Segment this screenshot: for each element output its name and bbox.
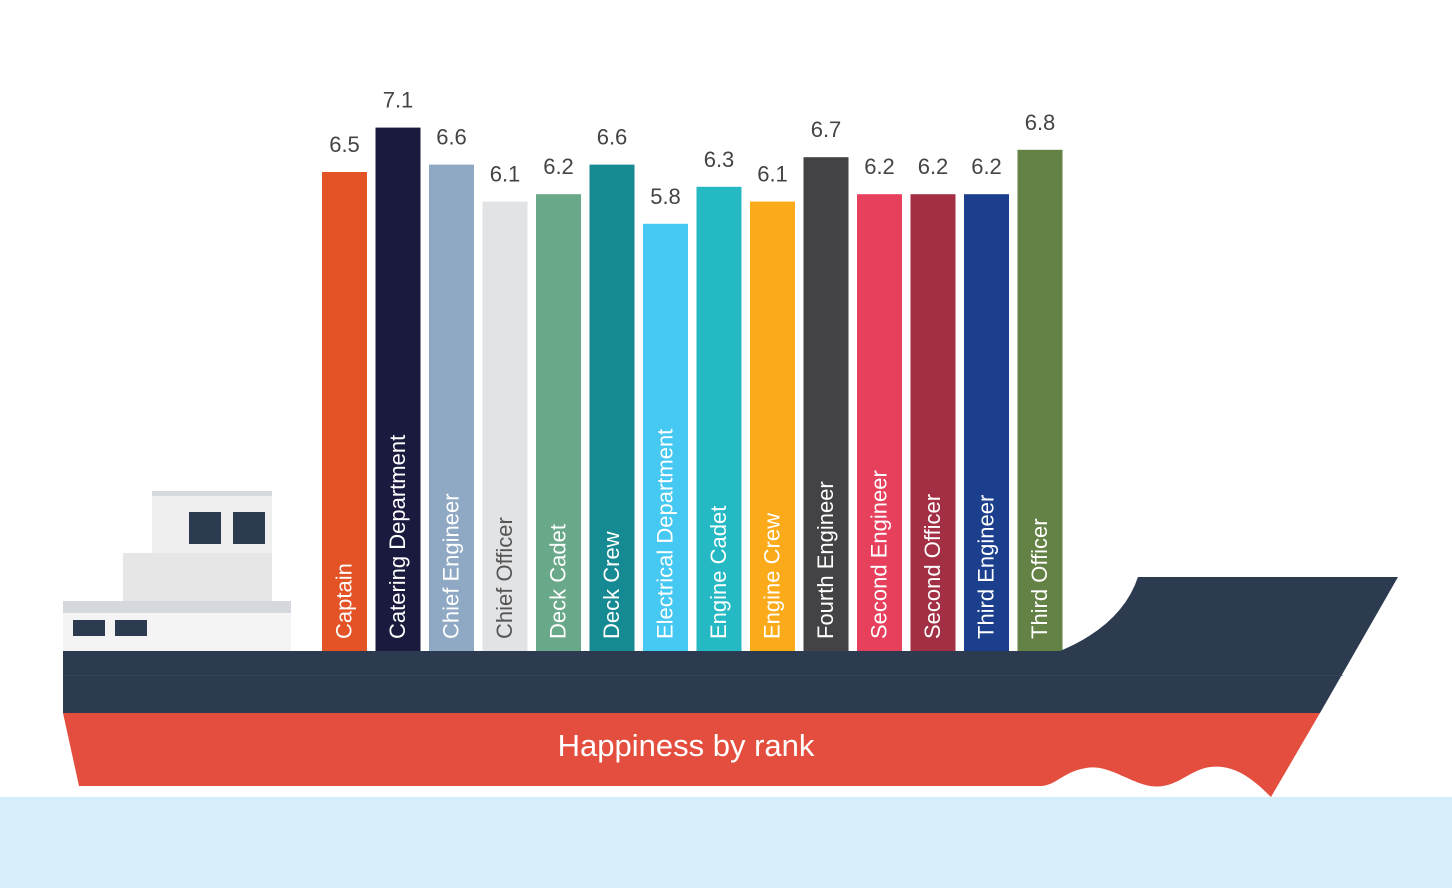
value-label: 6.8 bbox=[1025, 110, 1056, 135]
cabin-window bbox=[115, 620, 147, 636]
chart-title: Happiness by rank bbox=[558, 728, 815, 763]
value-label: 6.1 bbox=[757, 162, 788, 187]
bar bbox=[482, 201, 528, 651]
ship-hull bbox=[63, 577, 1398, 797]
water bbox=[0, 797, 1452, 888]
category-label: Third Engineer bbox=[974, 495, 999, 639]
category-label: Third Officer bbox=[1027, 518, 1052, 639]
cabin-window bbox=[233, 512, 265, 544]
bar bbox=[429, 164, 474, 651]
value-label: 6.5 bbox=[329, 132, 360, 157]
bar bbox=[375, 127, 421, 652]
value-label: 6.2 bbox=[864, 154, 895, 179]
ship-cabin bbox=[63, 491, 291, 653]
hull-red-band bbox=[63, 713, 1320, 797]
category-label: Chief Officer bbox=[492, 517, 517, 639]
bar bbox=[322, 172, 367, 651]
category-label: Engine Cadet bbox=[706, 506, 731, 639]
value-label: 6.6 bbox=[597, 125, 628, 150]
cabin-roof-trim bbox=[152, 491, 272, 496]
cabin-deck-trim bbox=[63, 601, 291, 613]
bars: 6.5 Captain 7.1 Catering Department 6.6 Chief… bbox=[322, 88, 1063, 652]
bar bbox=[589, 164, 635, 651]
category-label: Chief Engineer bbox=[439, 493, 464, 639]
category-label: Second Officer bbox=[920, 494, 945, 639]
value-label: 6.2 bbox=[918, 154, 949, 179]
bar bbox=[536, 194, 581, 651]
category-label: Engine Crew bbox=[760, 513, 785, 639]
bar bbox=[803, 157, 849, 651]
category-label: Captain bbox=[332, 563, 357, 639]
value-label: 6.2 bbox=[543, 154, 574, 179]
category-label: Deck Crew bbox=[599, 531, 624, 639]
value-label: 6.6 bbox=[436, 125, 467, 150]
cabin-window bbox=[189, 512, 221, 544]
bar bbox=[1017, 149, 1063, 652]
category-label: Catering Department bbox=[385, 435, 410, 639]
bar bbox=[857, 194, 902, 651]
bar bbox=[964, 194, 1009, 651]
hull-stripe bbox=[63, 675, 1343, 676]
value-label: 5.8 bbox=[650, 184, 681, 209]
category-label: Second Engineer bbox=[867, 470, 892, 639]
category-label: Electrical Department bbox=[653, 429, 678, 639]
value-label: 6.3 bbox=[704, 147, 735, 172]
value-label: 6.1 bbox=[490, 162, 521, 187]
bar bbox=[910, 194, 956, 651]
bar bbox=[750, 201, 795, 651]
cabin-window bbox=[73, 620, 105, 636]
value-label: 6.2 bbox=[971, 154, 1002, 179]
value-label: 7.1 bbox=[383, 88, 414, 113]
category-label: Fourth Engineer bbox=[813, 481, 838, 639]
hull-dark-band bbox=[63, 577, 1398, 713]
value-label: 6.7 bbox=[811, 117, 842, 142]
category-label: Deck Cadet bbox=[546, 524, 571, 639]
bar bbox=[643, 223, 688, 652]
bar bbox=[696, 186, 742, 652]
cabin-middle bbox=[123, 553, 272, 601]
